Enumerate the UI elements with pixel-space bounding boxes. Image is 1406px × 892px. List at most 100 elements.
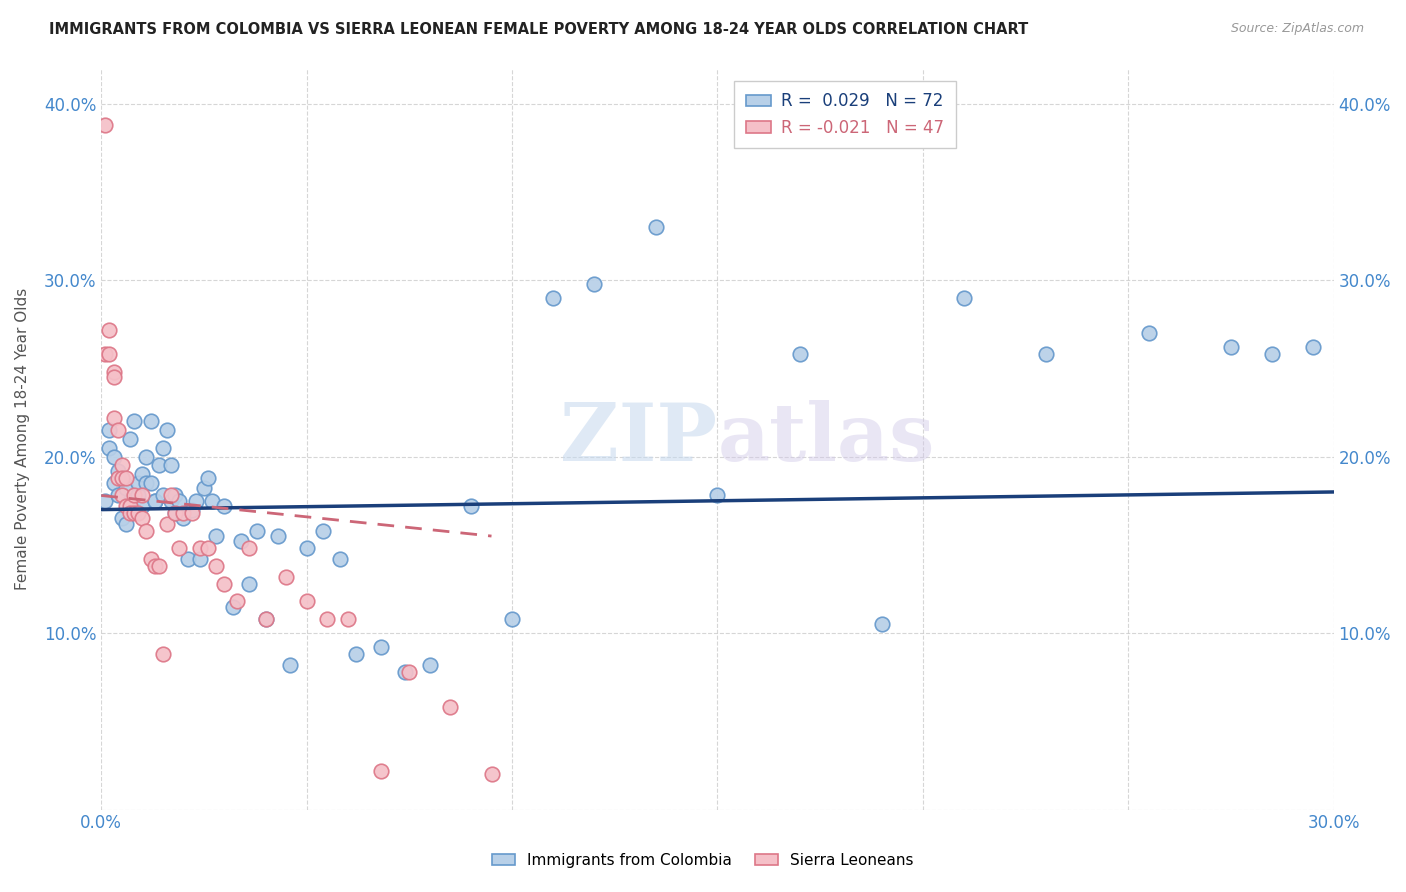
Point — [131, 511, 153, 525]
Point — [214, 576, 236, 591]
Point — [238, 576, 260, 591]
Point — [107, 488, 129, 502]
Point — [160, 493, 183, 508]
Point — [131, 488, 153, 502]
Point — [344, 647, 367, 661]
Point — [107, 471, 129, 485]
Point — [103, 365, 125, 379]
Point — [197, 541, 219, 556]
Point — [312, 524, 335, 538]
Point — [127, 506, 149, 520]
Point — [541, 291, 564, 305]
Point — [115, 516, 138, 531]
Point — [188, 552, 211, 566]
Point — [98, 423, 121, 437]
Point — [135, 476, 157, 491]
Point — [188, 541, 211, 556]
Point — [644, 220, 666, 235]
Point — [953, 291, 976, 305]
Point — [115, 482, 138, 496]
Point — [139, 552, 162, 566]
Point — [501, 612, 523, 626]
Point — [278, 657, 301, 672]
Point — [246, 524, 269, 538]
Legend: Immigrants from Colombia, Sierra Leoneans: Immigrants from Colombia, Sierra Leonean… — [486, 847, 920, 873]
Point — [274, 569, 297, 583]
Point — [1137, 326, 1160, 341]
Point — [295, 541, 318, 556]
Point — [172, 506, 194, 520]
Point — [94, 118, 117, 132]
Point — [201, 493, 224, 508]
Point — [336, 612, 359, 626]
Point — [118, 506, 141, 520]
Point — [370, 640, 392, 655]
Point — [122, 488, 145, 502]
Point — [111, 511, 134, 525]
Point — [205, 529, 228, 543]
Point — [180, 502, 202, 516]
Point — [398, 665, 420, 679]
Point — [481, 767, 503, 781]
Point — [111, 471, 134, 485]
Point — [238, 541, 260, 556]
Point — [148, 458, 170, 473]
Point — [127, 476, 149, 491]
Point — [193, 482, 215, 496]
Point — [139, 414, 162, 428]
Point — [103, 370, 125, 384]
Point — [419, 657, 441, 672]
Point — [460, 499, 482, 513]
Point — [370, 764, 392, 778]
Point — [122, 414, 145, 428]
Point — [172, 511, 194, 525]
Point — [165, 488, 187, 502]
Point — [107, 423, 129, 437]
Point — [254, 612, 277, 626]
Point — [107, 464, 129, 478]
Text: Source: ZipAtlas.com: Source: ZipAtlas.com — [1230, 22, 1364, 36]
Point — [98, 323, 121, 337]
Point — [111, 458, 134, 473]
Point — [98, 441, 121, 455]
Point — [115, 499, 138, 513]
Point — [122, 502, 145, 516]
Point — [131, 467, 153, 482]
Point — [148, 559, 170, 574]
Point — [111, 488, 134, 502]
Point — [197, 471, 219, 485]
Point — [1261, 347, 1284, 361]
Point — [328, 552, 350, 566]
Text: IMMIGRANTS FROM COLOMBIA VS SIERRA LEONEAN FEMALE POVERTY AMONG 18-24 YEAR OLDS : IMMIGRANTS FROM COLOMBIA VS SIERRA LEONE… — [49, 22, 1028, 37]
Point — [115, 471, 138, 485]
Point — [103, 476, 125, 491]
Point — [98, 347, 121, 361]
Point — [394, 665, 416, 679]
Point — [152, 441, 174, 455]
Point — [254, 612, 277, 626]
Point — [184, 493, 207, 508]
Point — [267, 529, 290, 543]
Point — [229, 534, 252, 549]
Point — [111, 471, 134, 485]
Point — [156, 423, 179, 437]
Point — [165, 506, 187, 520]
Point — [139, 476, 162, 491]
Point — [122, 506, 145, 520]
Point — [295, 594, 318, 608]
Point — [135, 450, 157, 464]
Text: ZIP: ZIP — [561, 400, 717, 478]
Point — [131, 499, 153, 513]
Point — [439, 700, 461, 714]
Point — [103, 410, 125, 425]
Point — [160, 488, 183, 502]
Point — [316, 612, 339, 626]
Point — [225, 594, 247, 608]
Y-axis label: Female Poverty Among 18-24 Year Olds: Female Poverty Among 18-24 Year Olds — [15, 288, 30, 591]
Point — [169, 541, 191, 556]
Point — [118, 493, 141, 508]
Text: atlas: atlas — [717, 400, 935, 478]
Point — [165, 506, 187, 520]
Point — [143, 493, 166, 508]
Point — [118, 499, 141, 513]
